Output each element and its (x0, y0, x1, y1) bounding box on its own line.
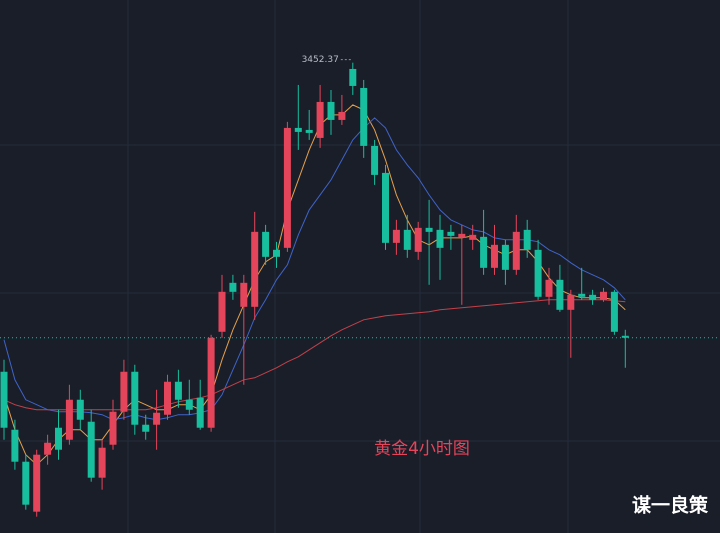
candle-body (240, 282, 248, 307)
candle-body (0, 371, 8, 428)
candle-body (349, 68, 357, 86)
candle-body (360, 87, 368, 146)
candle-body (109, 411, 117, 445)
candle-body (142, 424, 150, 432)
candle-body (283, 127, 291, 248)
candle-body (65, 399, 73, 440)
candle-body (196, 397, 204, 428)
candle-body (556, 279, 564, 310)
candle-body (218, 291, 226, 332)
candle-body (273, 249, 280, 257)
candle-body (512, 231, 520, 270)
ma-line (3, 104, 626, 466)
candle-body (621, 335, 629, 338)
candle-body (501, 244, 509, 270)
candle-body (480, 236, 488, 268)
ma-line (3, 117, 626, 421)
candle-body (610, 291, 618, 332)
candle-body (11, 429, 19, 462)
candle-body (33, 454, 41, 512)
candle-body (229, 282, 237, 292)
candle-body (567, 294, 575, 310)
candle-body (316, 101, 324, 138)
candle-body (131, 371, 139, 425)
candle-body (44, 442, 52, 455)
candle-body (55, 427, 62, 450)
chart-title: 黄金4小时图 (374, 439, 470, 459)
candle-body (294, 127, 302, 132)
candle-body (578, 293, 586, 297)
candle-body (523, 229, 531, 250)
candle-body (120, 371, 128, 412)
candle-body (425, 227, 433, 232)
candle-body (491, 244, 498, 268)
candle-body (305, 129, 313, 133)
candle-body (87, 421, 95, 478)
candle-body (207, 337, 215, 428)
candle-body (600, 291, 607, 300)
candle-body (589, 294, 597, 300)
high-label: 3452.37 (302, 55, 339, 65)
candle-body (382, 172, 389, 243)
candle-body (403, 229, 411, 250)
candle-body (174, 381, 182, 400)
candle-body (545, 279, 553, 297)
candle-body (414, 227, 422, 252)
candle-body (164, 381, 171, 415)
candle-body (534, 249, 542, 297)
candle-body (185, 399, 193, 410)
candle-body (76, 399, 84, 420)
watermark: 谋一良策 (632, 494, 709, 517)
candle-body (338, 111, 346, 120)
candle-body (327, 101, 335, 120)
candle-body (436, 229, 444, 248)
candle-body (458, 233, 466, 238)
candle-body (392, 229, 400, 243)
candle-body (22, 461, 30, 505)
candle-body (98, 447, 106, 478)
candle-body (469, 234, 477, 240)
candle-body (262, 231, 270, 257)
candle-body (447, 231, 455, 236)
candle-body (153, 412, 161, 425)
ma-line (3, 299, 626, 411)
candle-body (371, 145, 379, 175)
candle-body (251, 231, 259, 307)
